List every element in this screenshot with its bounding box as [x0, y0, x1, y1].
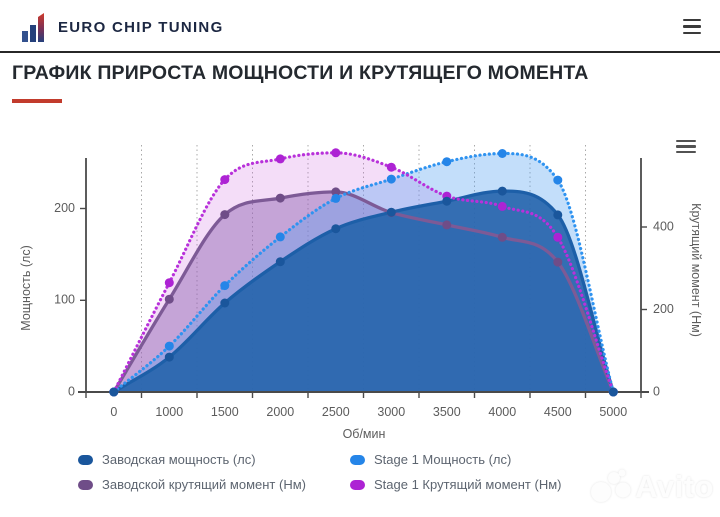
series-dot [331, 193, 341, 203]
series-line-2 [112, 190, 615, 393]
legend-label: Заводская мощность (лс) [102, 452, 256, 467]
series-dot [442, 157, 452, 167]
chart-menu-icon[interactable] [676, 140, 696, 153]
series-line-1 [112, 151, 615, 394]
chart-menu-line [676, 150, 696, 153]
x-tick-label: 2500 [322, 405, 350, 419]
y-right-axis-title: Крутящий момент (Нм) [689, 203, 703, 337]
legend-item-factory-power[interactable]: Заводская мощность (лс) [78, 452, 350, 467]
series-dot [386, 207, 396, 217]
series-dot [220, 175, 230, 185]
y-left-tick-label: 200 [54, 201, 75, 215]
series-dot [386, 162, 396, 172]
x-tick-label: 1500 [211, 405, 239, 419]
series-dot [164, 352, 174, 362]
legend-marker-stage1-torque [350, 479, 365, 490]
series-dot [553, 257, 563, 267]
series-dot [164, 341, 174, 351]
title-accent-divider [12, 99, 62, 103]
series-line-3 [112, 151, 615, 394]
brand[interactable]: EURO CHIP TUNING [20, 11, 224, 43]
series-dot [331, 224, 341, 234]
series-dot [164, 294, 174, 304]
series-dot [553, 210, 563, 220]
legend-label: Stage 1 Крутящий момент (Нм) [374, 477, 562, 492]
series-dot [497, 186, 507, 196]
hamburger-line [683, 31, 701, 34]
avito-watermark: Avito [589, 466, 714, 508]
menu-hamburger-icon[interactable] [683, 19, 701, 34]
x-tick-label: 2000 [266, 405, 294, 419]
series-dot [275, 154, 285, 164]
y-right-tick-label: 0 [653, 384, 660, 398]
legend-marker-factory-torque [78, 479, 93, 490]
series-dot [442, 220, 452, 230]
brand-logo-icon [22, 13, 44, 42]
series-dot [109, 387, 119, 397]
legend-label: Stage 1 Мощность (лс) [374, 452, 512, 467]
series-dot [275, 232, 285, 242]
x-tick-label: 4500 [544, 405, 572, 419]
x-axis-title: Об/мин [343, 427, 386, 441]
y-left-tick-label: 0 [68, 384, 75, 398]
series-dot [386, 174, 396, 184]
series-dot [497, 201, 507, 211]
y-left-tick-label: 100 [54, 293, 75, 307]
series-dot [442, 196, 452, 206]
legend-item-stage1-torque[interactable]: Stage 1 Крутящий момент (Нм) [350, 477, 561, 492]
hamburger-line [683, 19, 701, 22]
page-title: ГРАФИК ПРИРОСТА МОЩНОСТИ И КРУТЯЩЕГО МОМ… [12, 62, 589, 84]
series-dot [220, 210, 230, 220]
legend-marker-factory-power [78, 454, 93, 465]
series-dot [497, 149, 507, 158]
brand-name: EURO CHIP TUNING [58, 18, 224, 36]
chart-menu-line [676, 145, 696, 148]
y-right-tick-label: 200 [653, 302, 674, 316]
hamburger-line [683, 25, 701, 28]
series-dot [497, 232, 507, 242]
x-tick-label: 4000 [488, 405, 516, 419]
legend-item-factory-torque[interactable]: Заводской крутящий момент (Нм) [78, 477, 350, 492]
series-dot [553, 232, 563, 242]
legend-label: Заводской крутящий момент (Нм) [102, 477, 306, 492]
avito-watermark-text: Avito [635, 469, 714, 504]
series-dot [220, 298, 230, 308]
legend-item-stage1-power[interactable]: Stage 1 Мощность (лс) [350, 452, 561, 467]
avito-logo-icon [591, 469, 631, 502]
x-tick-label: 3500 [433, 405, 461, 419]
chart-legend: Заводская мощность (лс) Stage 1 Мощность… [78, 452, 561, 492]
x-tick-label: 1000 [155, 405, 183, 419]
series-dot [275, 193, 285, 203]
x-tick-label: 5000 [599, 405, 627, 419]
series-dot [331, 187, 341, 197]
series-dot [331, 148, 341, 158]
series-dot [275, 257, 285, 267]
power-torque-chart: 0 100 200 0 200 400 0 1000 1500 2000 2500 3000 3500 4… [0, 118, 720, 463]
y-right-tick-label: 400 [653, 219, 674, 233]
series-dot [608, 387, 618, 397]
site-header: EURO CHIP TUNING [0, 0, 720, 53]
series-dot [220, 281, 230, 291]
y-left-axis-title: Мощность (лс) [19, 245, 33, 330]
legend-marker-stage1-power [350, 454, 365, 465]
x-tick-label: 0 [110, 405, 117, 419]
series-dot [164, 278, 174, 288]
chart-area: 0 100 200 0 200 400 0 1000 1500 2000 2500 3000 3500 4… [0, 118, 720, 458]
x-tick-label: 3000 [377, 405, 405, 419]
chart-menu-line [676, 140, 696, 143]
series-dot [553, 175, 563, 185]
